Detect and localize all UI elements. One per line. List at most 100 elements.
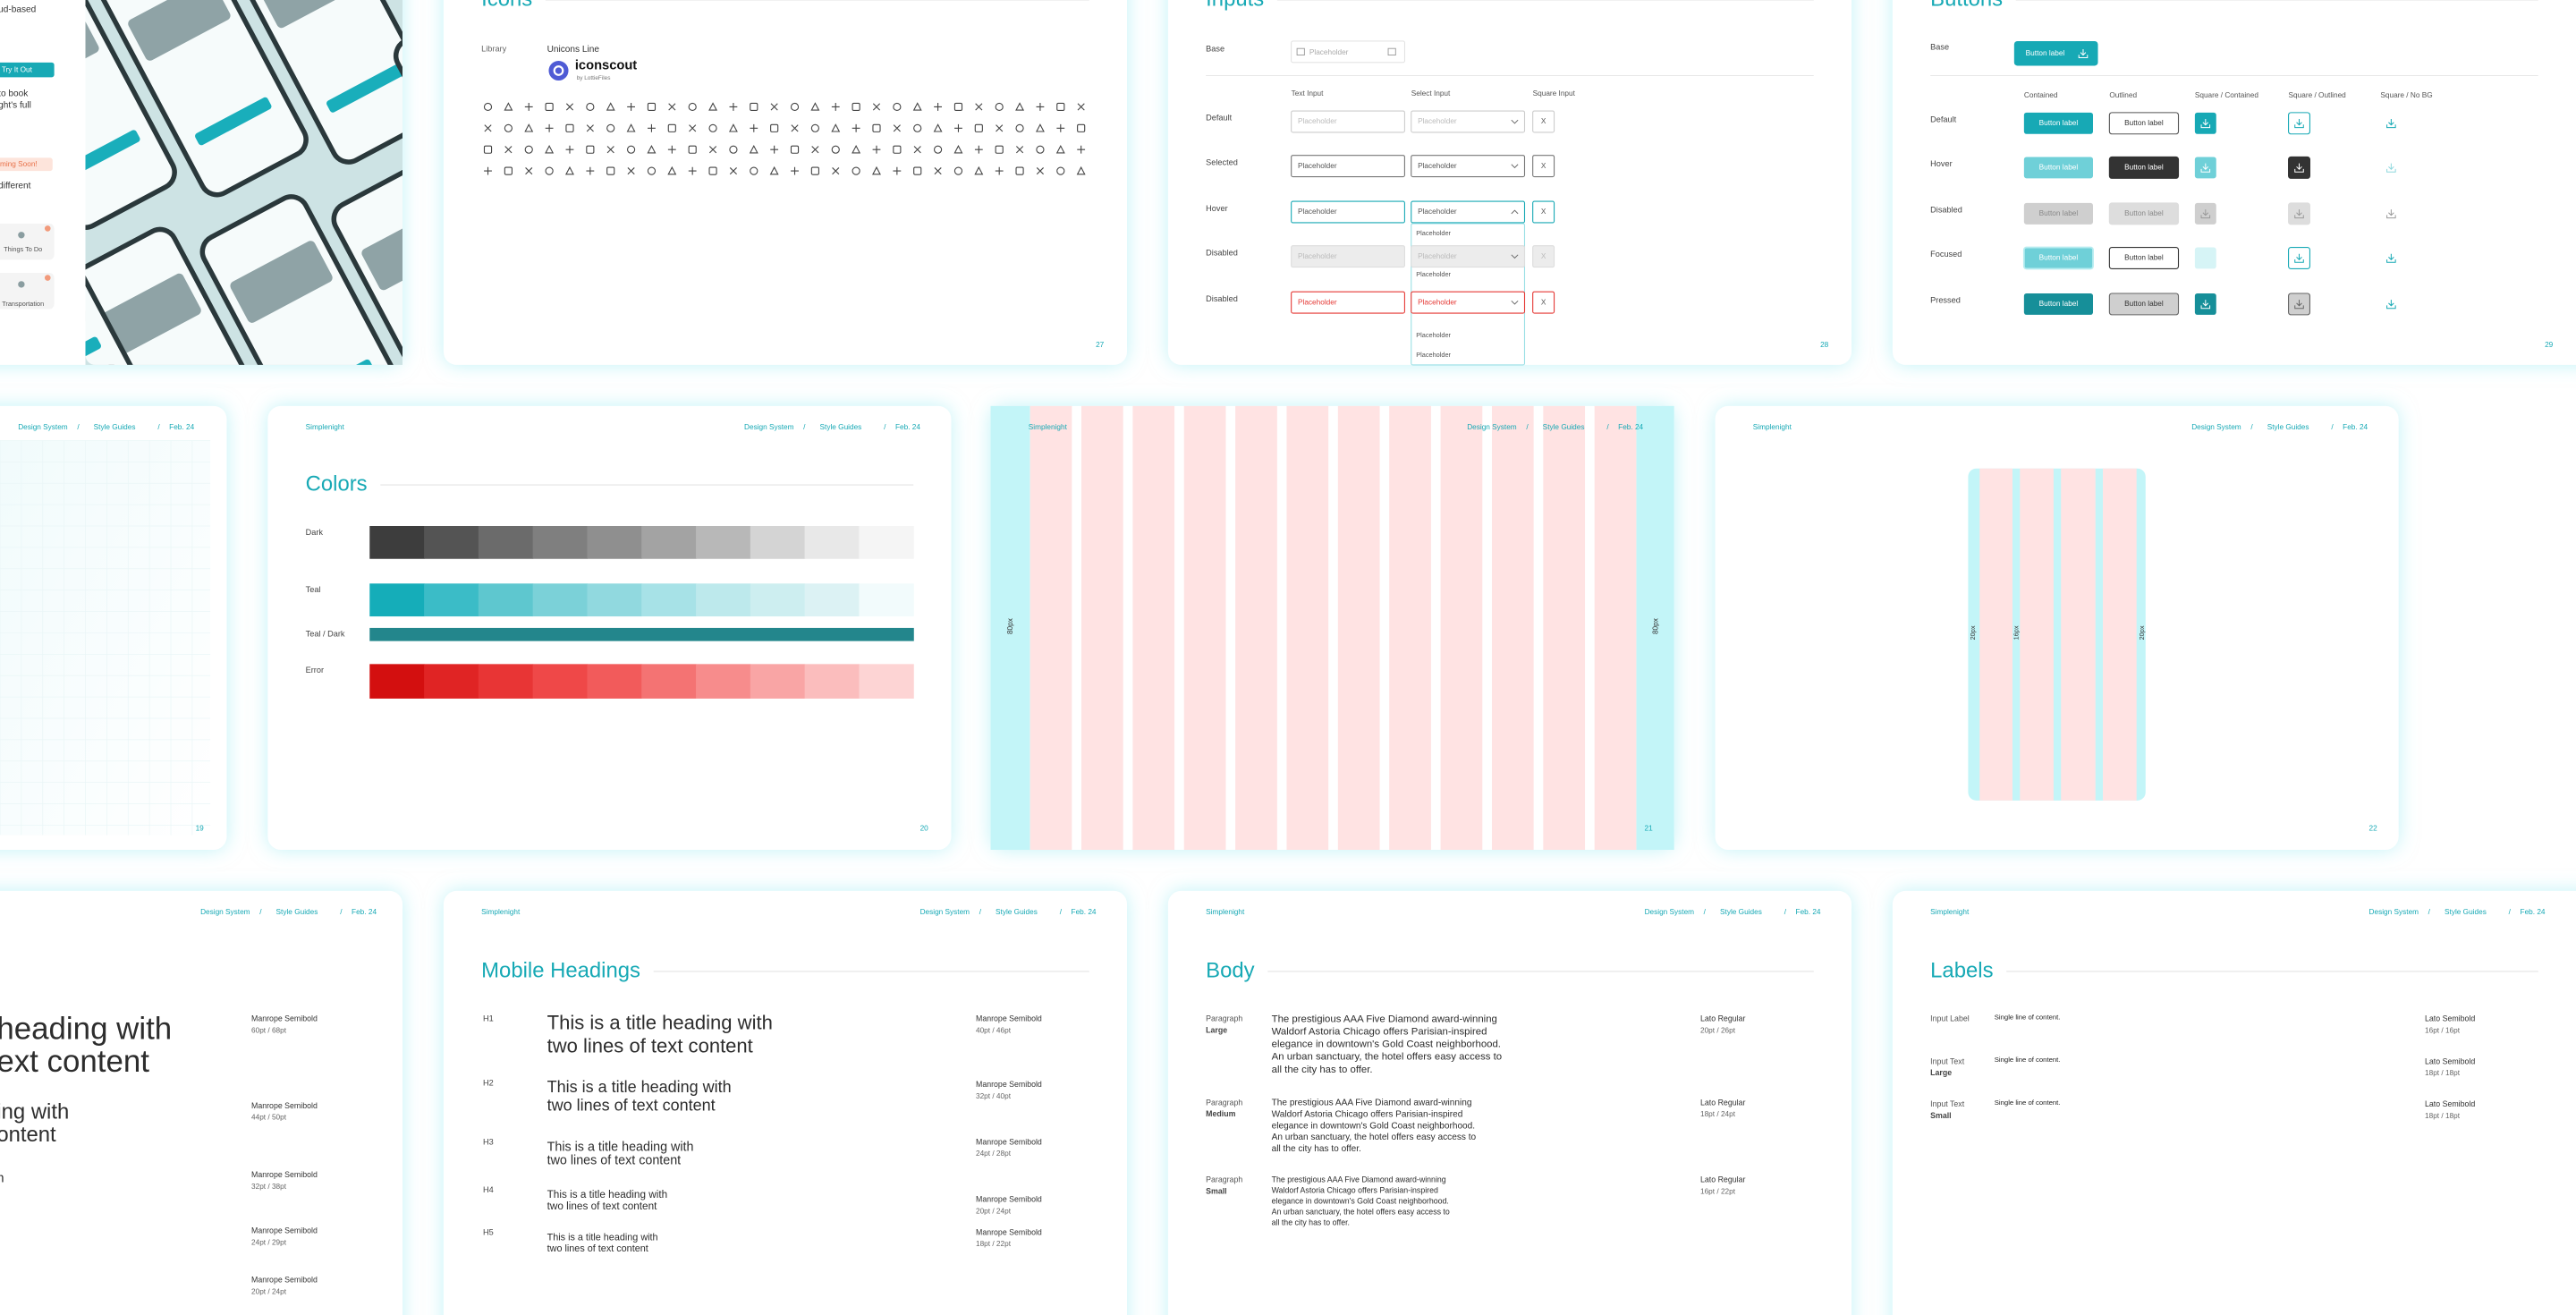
palette-name: Teal / Dark bbox=[306, 630, 345, 639]
heading-tag: H2 bbox=[483, 1078, 494, 1087]
icon bbox=[565, 103, 574, 111]
heading-sample: This is a title heading with bbox=[547, 1078, 732, 1096]
color-swatch bbox=[859, 526, 914, 559]
icon bbox=[1077, 145, 1086, 154]
paragraph-line: The prestigious AAA Five Diamond award-w… bbox=[1272, 1099, 1472, 1108]
brand-sub: by LottieFiles bbox=[577, 75, 611, 81]
icon bbox=[728, 123, 738, 132]
icon bbox=[974, 165, 984, 175]
heading-sample: ing with bbox=[0, 1099, 69, 1124]
spec-font: Lato Regular bbox=[1700, 1014, 1745, 1023]
paragraph-line: The prestigious AAA Five Diamond award-w… bbox=[1272, 1014, 1497, 1024]
column-header: Square / Contained bbox=[2195, 91, 2258, 99]
grid-column bbox=[1491, 405, 1534, 850]
placeholder: Placeholder bbox=[1309, 48, 1349, 56]
color-swatch bbox=[424, 526, 479, 559]
contained-button bbox=[2022, 246, 2094, 270]
page-number: 29 bbox=[2545, 341, 2554, 349]
library-name: Unicons Line bbox=[547, 45, 600, 55]
breadcrumb-separator: / bbox=[1606, 423, 1609, 431]
placeholder: Placeholder bbox=[1298, 117, 1337, 125]
base-button bbox=[2013, 40, 2098, 66]
brand-label: Simplenight bbox=[306, 423, 345, 431]
paragraph-line: all the city has to offer. bbox=[1272, 1065, 1373, 1075]
grid-column bbox=[2103, 468, 2137, 801]
outlined-button bbox=[2108, 246, 2180, 269]
grid-column bbox=[1183, 405, 1226, 850]
spec-font: Manrope Semibold bbox=[251, 1170, 318, 1179]
paragraph-line: Waldorf Astoria Chicago offers Parisian-… bbox=[1272, 1026, 1487, 1037]
row-label: Large bbox=[1930, 1068, 1952, 1077]
spec-size: 32pt / 40pt bbox=[976, 1092, 1012, 1100]
chip-dot bbox=[44, 225, 51, 232]
icon bbox=[954, 123, 962, 132]
row-label: Pressed bbox=[1930, 296, 1961, 305]
text-input bbox=[1291, 155, 1405, 178]
page-number: 19 bbox=[196, 824, 205, 832]
color-swatch bbox=[641, 664, 697, 699]
breadcrumb-item: Style Guides bbox=[276, 908, 318, 916]
download-icon bbox=[2386, 253, 2396, 263]
color-swatch bbox=[369, 526, 425, 559]
icon bbox=[872, 123, 881, 132]
icon bbox=[1015, 146, 1024, 154]
row-label: Input Text bbox=[1930, 1099, 1965, 1108]
brand-name: iconscout bbox=[575, 58, 637, 72]
brand-logo bbox=[548, 60, 569, 81]
row-label: Focused bbox=[1930, 250, 1962, 259]
section-title: Mobile Headings bbox=[481, 958, 640, 982]
spec-size: 24pt / 28pt bbox=[976, 1150, 1012, 1158]
color-swatch bbox=[532, 526, 588, 559]
icon bbox=[750, 166, 758, 175]
section-title: Colors bbox=[306, 471, 368, 496]
spec-size: 18pt / 18pt bbox=[2425, 1112, 2461, 1120]
phone-image bbox=[361, 208, 402, 291]
color-swatch bbox=[532, 583, 588, 617]
download-icon bbox=[2386, 119, 2396, 129]
download-icon bbox=[2386, 163, 2396, 173]
breadcrumb-item: Style Guides bbox=[1720, 908, 1762, 916]
button-label: Button label bbox=[2124, 254, 2164, 262]
chevron bbox=[1511, 119, 1519, 124]
base-input bbox=[1291, 40, 1405, 64]
paragraph-line: An urban sanctuary, the hotel offers eas… bbox=[1272, 1133, 1477, 1142]
icon bbox=[648, 123, 656, 132]
icon bbox=[852, 166, 860, 175]
cta-button bbox=[0, 62, 55, 78]
phone-button bbox=[326, 64, 402, 113]
icon bbox=[995, 145, 1004, 154]
spec-font: Lato Semibold bbox=[2425, 1056, 2475, 1065]
icon bbox=[1056, 123, 1065, 132]
icon bbox=[1056, 166, 1065, 175]
breadcrumb-separator: / bbox=[1060, 908, 1063, 916]
breadcrumb-item: Feb. 24 bbox=[895, 423, 920, 431]
icon bbox=[545, 123, 554, 132]
outlined-button bbox=[2108, 202, 2180, 225]
icon bbox=[810, 123, 819, 132]
chip-icon bbox=[18, 281, 25, 288]
breadcrumb-item: Feb. 24 bbox=[352, 908, 377, 916]
square-input bbox=[1532, 200, 1555, 224]
spec-size: 18pt / 18pt bbox=[2425, 1069, 2461, 1077]
outlined-button bbox=[2108, 112, 2180, 135]
icon bbox=[996, 124, 1004, 132]
icon bbox=[647, 144, 657, 154]
button-label: Button label bbox=[2039, 119, 2079, 127]
icon bbox=[545, 102, 554, 112]
row-label: Default bbox=[1930, 115, 1957, 124]
download-icon bbox=[2200, 119, 2211, 129]
breadcrumb-separator: / bbox=[884, 423, 886, 431]
spec-size: 20pt / 24pt bbox=[251, 1287, 287, 1295]
placeholder: Placeholder bbox=[1298, 162, 1337, 170]
contained-button bbox=[2023, 112, 2093, 134]
icon bbox=[913, 123, 922, 132]
column-header: Select Input bbox=[1411, 89, 1451, 98]
icon bbox=[750, 123, 758, 132]
row-label: Small bbox=[1930, 1111, 1951, 1120]
icon bbox=[606, 166, 615, 175]
breadcrumb-item: Design System bbox=[1645, 908, 1695, 916]
icon bbox=[647, 166, 657, 175]
icon bbox=[750, 102, 758, 112]
contained-button bbox=[2023, 157, 2093, 179]
